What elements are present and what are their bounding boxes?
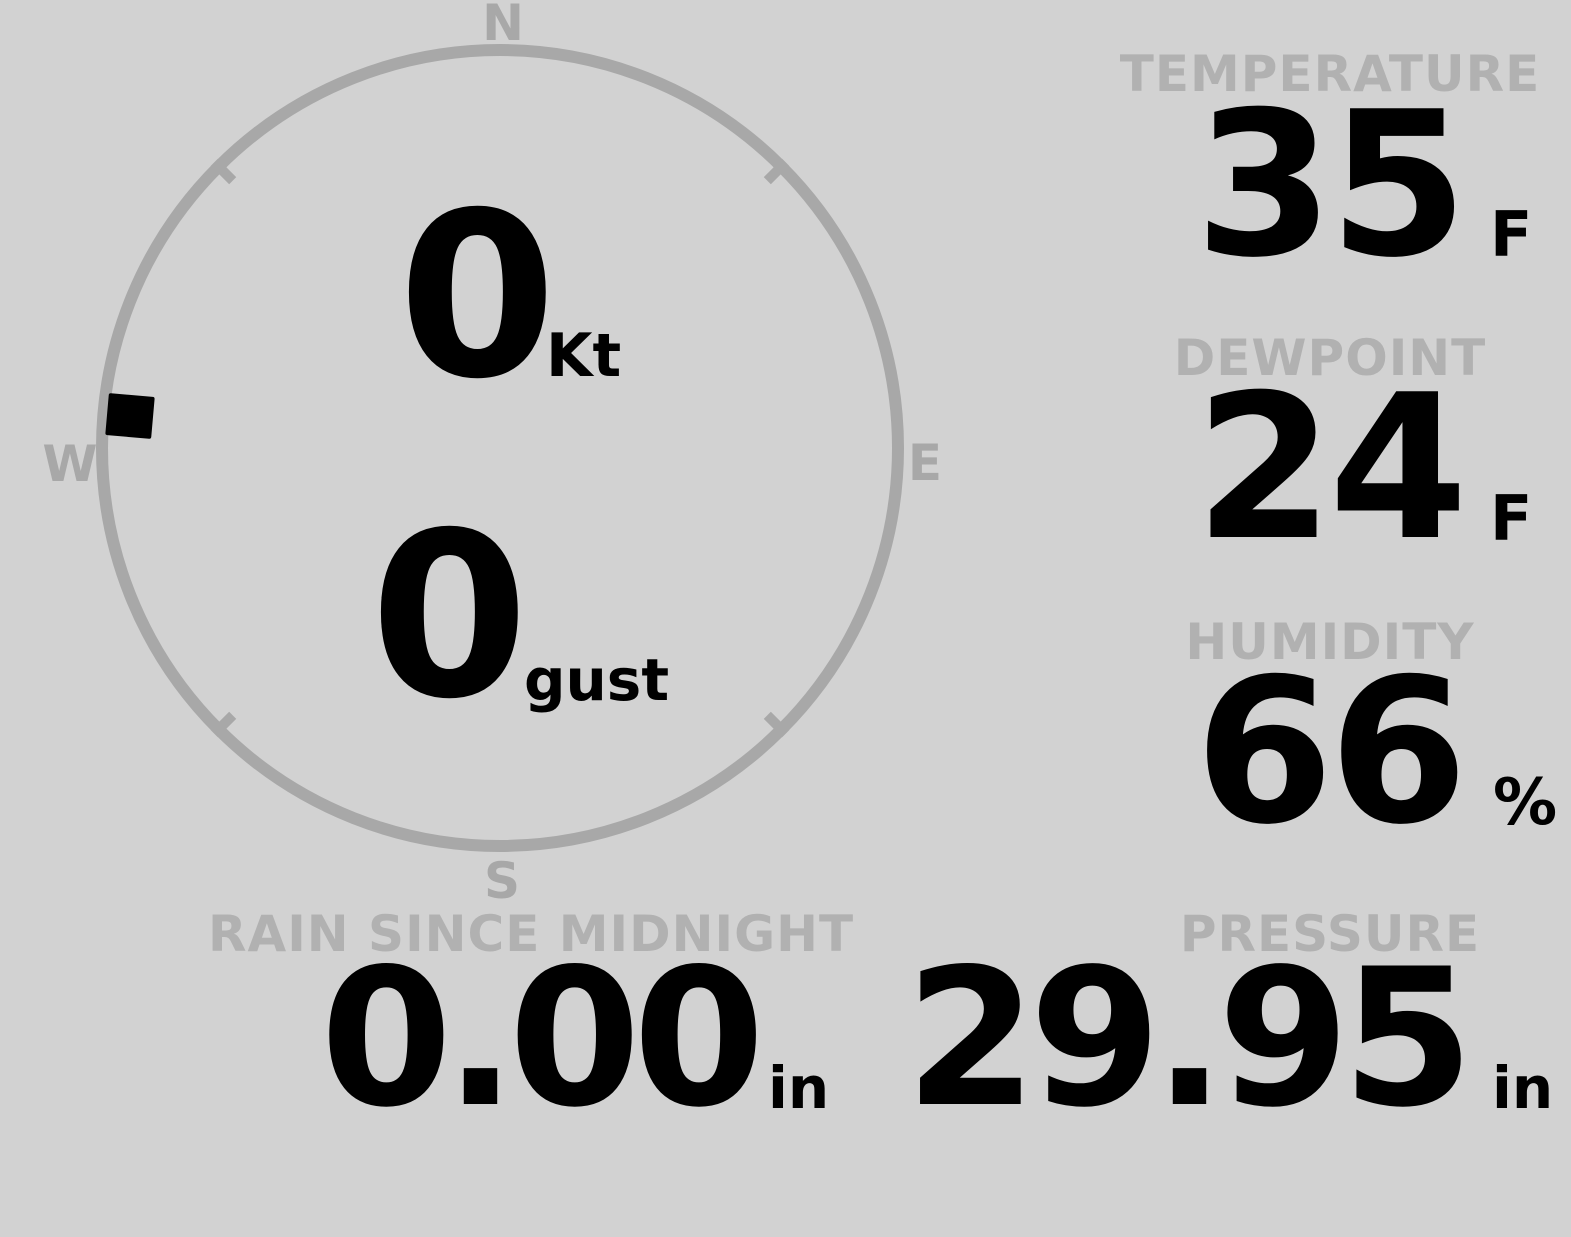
- wind-direction-pointer: [105, 393, 155, 439]
- humidity-unit: %: [1493, 766, 1558, 840]
- temperature-label: TEMPERATURE: [1119, 45, 1541, 103]
- dewpoint-unit: F: [1490, 482, 1533, 555]
- dewpoint-label: DEWPOINT: [1173, 329, 1487, 387]
- humidity-value: 66: [1194, 636, 1468, 869]
- temperature-unit: F: [1490, 198, 1533, 271]
- pressure-unit: in: [1492, 1054, 1554, 1122]
- wind-speed-value: 0: [398, 163, 557, 429]
- humidity-label: HUMIDITY: [1185, 613, 1475, 671]
- compass-tick-se: [763, 711, 790, 738]
- pressure-label: PRESSURE: [1179, 905, 1481, 963]
- compass-tick-ne: [763, 158, 790, 185]
- compass-cardinal-north: N: [482, 0, 524, 52]
- compass-cardinal-south: S: [483, 852, 520, 910]
- compass-tick-nw: [210, 158, 237, 185]
- rain-value: 0.00: [320, 928, 765, 1149]
- compass-cardinal-west: W: [42, 435, 98, 493]
- wind-speed-unit: Kt: [546, 321, 622, 391]
- rain-label: RAIN SINCE MIDNIGHT: [208, 905, 855, 963]
- rain-unit: in: [768, 1054, 830, 1122]
- wind-gust-unit: gust: [524, 646, 670, 714]
- dewpoint-value: 24: [1194, 352, 1468, 585]
- compass-cardinal-east: E: [907, 434, 943, 492]
- temperature-value: 35: [1194, 69, 1468, 302]
- wind-gust-value: 0: [370, 483, 529, 749]
- compass-ring: [96, 44, 904, 852]
- compass-tick-sw: [210, 711, 237, 738]
- pressure-value: 29.95: [905, 928, 1474, 1149]
